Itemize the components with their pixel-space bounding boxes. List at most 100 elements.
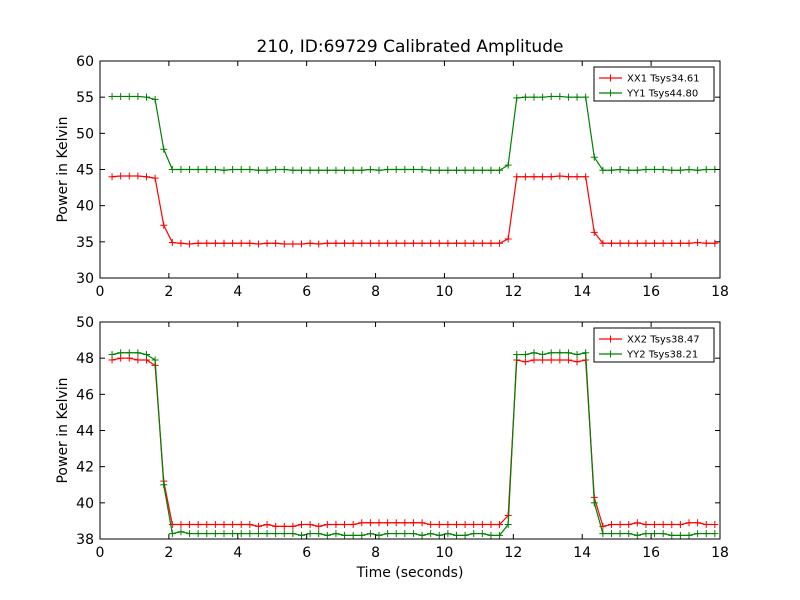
series-2-point: [229, 530, 237, 538]
series-2-point: [435, 166, 443, 174]
series-1-point: [409, 519, 417, 527]
series-2-point: [547, 92, 555, 100]
series-2-point: [143, 351, 150, 359]
series-2-point: [556, 92, 564, 100]
series-2-point: [608, 530, 615, 538]
x-tick-label: 8: [371, 284, 380, 300]
series-1-point: [246, 239, 254, 247]
series-2-point: [220, 166, 228, 174]
series-2-point: [530, 93, 538, 101]
series-1-point: [470, 239, 478, 247]
y-tick-label: 55: [76, 90, 94, 106]
series-2-point: [694, 530, 702, 538]
series-2-point: [409, 530, 417, 538]
y-tick-label: 60: [76, 54, 94, 70]
y-tick-label: 50: [76, 126, 94, 142]
series-1-point: [177, 521, 185, 529]
series-1-point: [392, 239, 400, 247]
series-1-point: [272, 522, 280, 530]
series-2-point: [676, 531, 684, 539]
series-2-point: [590, 153, 598, 161]
series-1-point: [254, 522, 262, 530]
series-1-point: [280, 522, 288, 530]
y-tick-label: 35: [76, 235, 94, 251]
series-2-point: [478, 530, 486, 538]
series-1-point: [470, 521, 478, 529]
series-1-point: [530, 173, 538, 181]
x-tick-label: 10: [436, 284, 454, 300]
series-1-point: [521, 358, 529, 366]
series-1-point: [590, 228, 598, 236]
series-1-point: [332, 521, 340, 529]
y-tick-label: 44: [76, 424, 94, 440]
series-2-point: [556, 349, 564, 357]
series-2-point: [547, 349, 555, 357]
series-2-point: [237, 530, 245, 538]
series-1-point: [168, 239, 176, 247]
series-1-point: [453, 521, 460, 529]
series-2-point: [203, 166, 211, 173]
series-2-point: [539, 93, 547, 101]
series-1-point: [487, 239, 495, 247]
series-2-point: [186, 166, 194, 173]
series-1-point: [315, 522, 323, 530]
series-2-point: [401, 530, 409, 538]
series-1-point: [435, 239, 443, 247]
series-1-point: [496, 521, 504, 529]
series-2-point: [668, 531, 676, 539]
series-2-point: [315, 166, 323, 174]
series-1-point: [168, 521, 176, 529]
series-1-point: [513, 173, 521, 181]
series-1-point: [478, 521, 486, 529]
series-2-point: [108, 92, 116, 100]
series-1-point: [237, 521, 245, 529]
series-2-point: [573, 93, 581, 101]
x-tick-label: 6: [302, 284, 311, 300]
series-2-point: [323, 166, 331, 174]
series-1-point: [392, 519, 400, 527]
x-tick-label: 8: [371, 545, 380, 561]
series-1-point: [177, 239, 185, 247]
series-2-point: [134, 349, 142, 357]
series-1-point: [608, 521, 615, 529]
series-1-point: [453, 239, 460, 247]
series-1-point: [306, 239, 314, 247]
series-2-point: [211, 530, 219, 538]
series-1-point: [332, 239, 340, 247]
x-tick-label: 2: [164, 284, 173, 300]
series-1-point: [444, 521, 452, 529]
series-2-point: [418, 166, 426, 173]
x-tick-label: 4: [233, 545, 242, 561]
series-1-point: [298, 240, 305, 248]
series-2-point: [289, 166, 297, 174]
series-2-point: [366, 530, 374, 538]
series-1-point: [211, 239, 219, 247]
series-1-point: [298, 521, 305, 529]
series-2-point: [375, 166, 383, 174]
series-1-point: [263, 521, 271, 529]
series-2-point: [263, 530, 271, 538]
series-2-point: [168, 530, 176, 538]
series-2-point: [358, 166, 366, 174]
series-1-point: [401, 519, 409, 527]
series-1-point: [220, 239, 228, 247]
top-plot: 0 2 4 6 8 10 12 14 16 18 30 35 40 45 50 55 60 Power in Ke…: [55, 54, 729, 300]
series-2-point: [599, 166, 607, 174]
series-2-point: [349, 531, 357, 539]
series-2-point: [151, 356, 159, 364]
series-2-point: [582, 349, 590, 357]
series-2-point: [676, 166, 684, 174]
series-1-point: [711, 521, 719, 529]
series-2-point: [616, 530, 624, 538]
series-2-point: [685, 166, 693, 173]
series-2-point: [341, 531, 349, 539]
series-1-point: [694, 519, 702, 527]
series-1-point: [685, 239, 693, 247]
series-2-point: [280, 166, 288, 173]
series-1-point: [625, 521, 633, 529]
legend-label: YY1 Tsys44.80: [626, 89, 698, 100]
series-2-point: [211, 166, 219, 173]
series-2-point: [160, 145, 168, 153]
series-2-point: [254, 530, 262, 538]
series-1-point: [530, 356, 538, 364]
